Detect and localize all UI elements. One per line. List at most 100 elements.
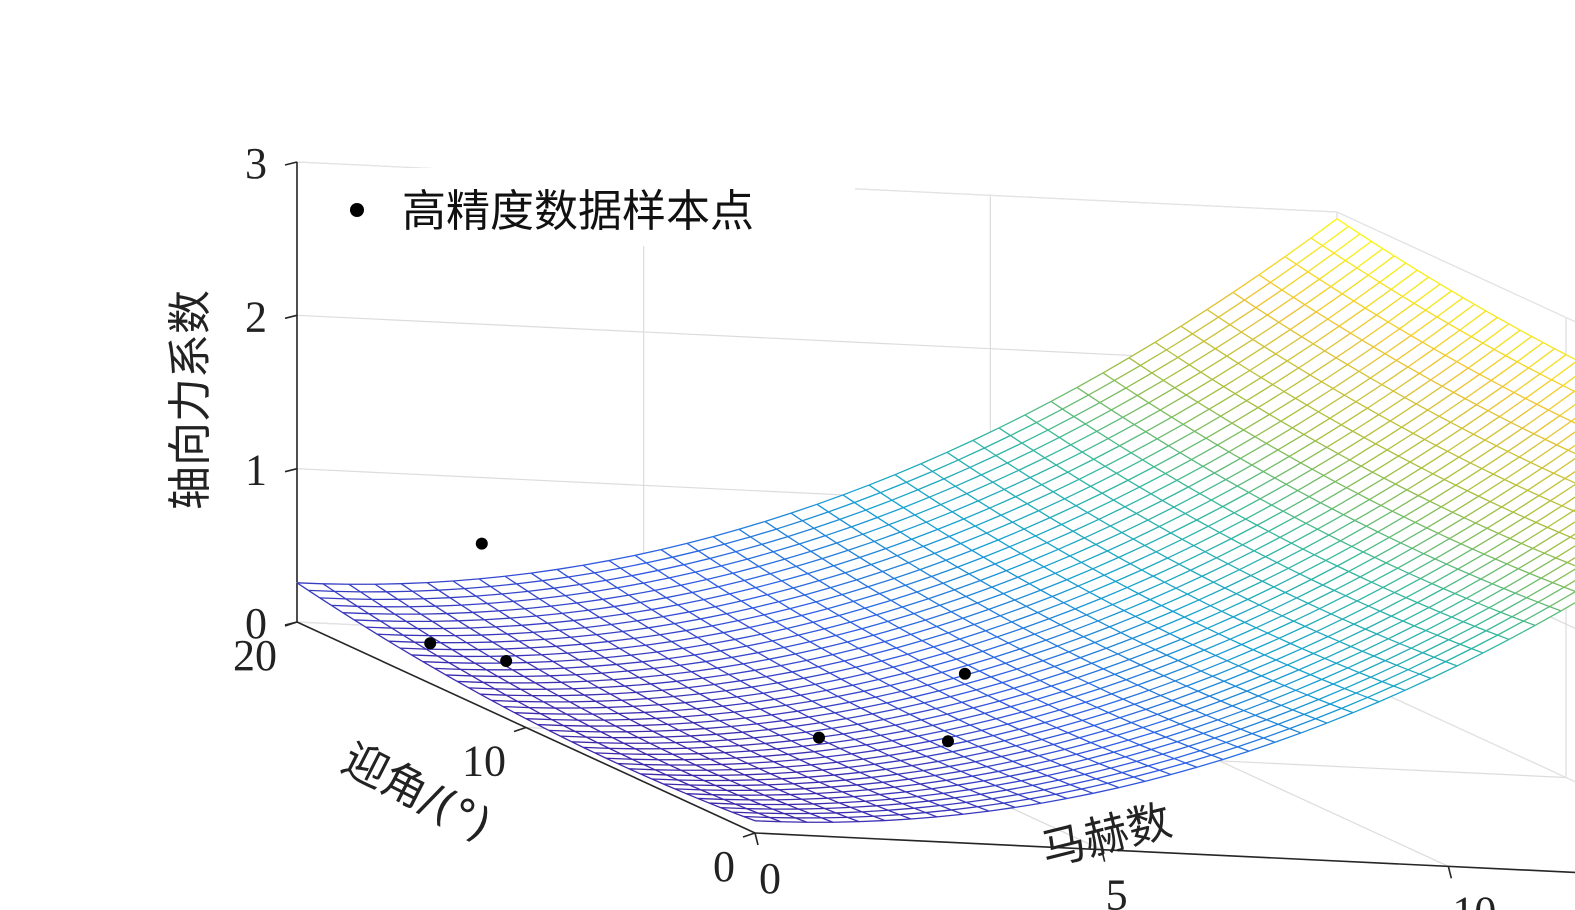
mesh-line — [525, 718, 538, 726]
z-tick — [284, 314, 298, 320]
mesh-line — [615, 724, 642, 727]
mesh-line — [397, 598, 424, 600]
mesh-line — [605, 757, 618, 765]
z-tick-label: 2 — [245, 292, 267, 341]
mesh-line — [443, 627, 470, 630]
sample-point — [812, 731, 825, 744]
mesh-line — [434, 667, 447, 676]
y-tick-label: 20 — [233, 631, 277, 680]
mesh-line — [551, 719, 564, 727]
mesh-line — [548, 729, 561, 737]
mesh-line — [388, 640, 401, 649]
mesh-line — [695, 763, 722, 766]
sample-point — [941, 735, 954, 748]
mesh-line — [296, 582, 309, 591]
mesh-line — [460, 668, 473, 677]
mesh-line — [308, 589, 321, 599]
mesh-line — [821, 816, 848, 819]
mesh-line — [494, 688, 507, 696]
y-tick-label: 0 — [713, 842, 735, 891]
mesh-line — [734, 803, 747, 810]
mesh-line — [674, 788, 687, 795]
y-tick-label: 10 — [462, 737, 506, 786]
x-tick — [1447, 866, 1453, 879]
mesh-line — [643, 763, 656, 771]
z-tick-label: 1 — [245, 446, 267, 495]
mesh-line — [617, 762, 630, 770]
mesh-line — [832, 821, 860, 823]
mesh-line — [707, 769, 734, 771]
mesh-line — [597, 742, 610, 749]
mesh-line — [356, 605, 370, 615]
mesh-line — [414, 641, 427, 650]
mesh-line — [697, 797, 710, 804]
mesh-line — [787, 803, 814, 806]
mesh-line — [517, 700, 530, 709]
mesh-line — [560, 735, 573, 743]
mesh-line — [379, 620, 393, 629]
mesh-line — [654, 769, 667, 776]
mesh-line — [523, 675, 550, 678]
mesh-line — [666, 774, 679, 781]
sample-point — [500, 655, 513, 668]
mesh-line — [631, 758, 644, 766]
z-tick-label: 3 — [245, 139, 267, 188]
surface-mesh — [295, 218, 1575, 823]
axis-line — [754, 832, 1575, 874]
y-tick — [513, 726, 527, 733]
mesh-line — [603, 718, 631, 721]
mesh-line — [686, 793, 698, 800]
mesh-line — [535, 681, 562, 684]
mesh-line — [723, 798, 736, 805]
mesh-line — [757, 812, 770, 819]
mesh-line — [471, 675, 484, 684]
mesh-line — [528, 707, 541, 715]
mesh-line — [479, 693, 492, 702]
mesh-line — [376, 633, 389, 642]
x-tick-label: 5 — [1106, 871, 1128, 910]
mesh-line — [437, 655, 450, 664]
mesh-line — [491, 699, 504, 708]
mesh-line — [448, 662, 461, 670]
mesh-line — [399, 647, 412, 656]
mesh-line — [420, 612, 447, 615]
mesh-line — [422, 661, 435, 669]
mesh-line — [319, 597, 332, 606]
mesh-line — [330, 604, 344, 614]
mesh-line — [409, 605, 436, 608]
mesh-line — [672, 753, 699, 755]
mesh-line — [502, 706, 515, 714]
mesh-line — [810, 812, 837, 815]
mesh-line — [731, 811, 744, 818]
z-tick — [284, 467, 298, 473]
mesh-line — [353, 619, 367, 628]
z-axis-label: 轴向力系数 — [165, 290, 216, 510]
mesh-line — [640, 773, 653, 780]
mesh-line — [411, 654, 424, 663]
sample-point — [475, 537, 488, 550]
box-edge — [1336, 211, 1575, 323]
mesh-line — [571, 741, 584, 748]
mesh-line — [684, 758, 711, 761]
mesh-line — [456, 680, 470, 689]
mesh-line — [620, 753, 633, 760]
x-tick — [754, 832, 759, 846]
mesh-line — [482, 681, 496, 690]
mesh-line — [345, 598, 358, 607]
mesh-line — [649, 742, 676, 744]
mesh-line — [342, 612, 355, 621]
mesh-line — [608, 747, 621, 755]
mesh-line — [689, 784, 702, 791]
mesh-line — [718, 774, 745, 777]
mesh-line — [626, 730, 653, 733]
mesh-line — [391, 627, 404, 636]
mesh-line — [663, 783, 676, 790]
mesh-line — [365, 626, 378, 635]
mesh-line — [386, 590, 413, 593]
mesh-line — [334, 590, 347, 600]
mesh-line — [720, 807, 733, 813]
mesh-line — [537, 723, 550, 731]
mesh-line — [651, 778, 664, 785]
mesh-line — [708, 802, 721, 809]
legend-marker — [350, 203, 364, 217]
